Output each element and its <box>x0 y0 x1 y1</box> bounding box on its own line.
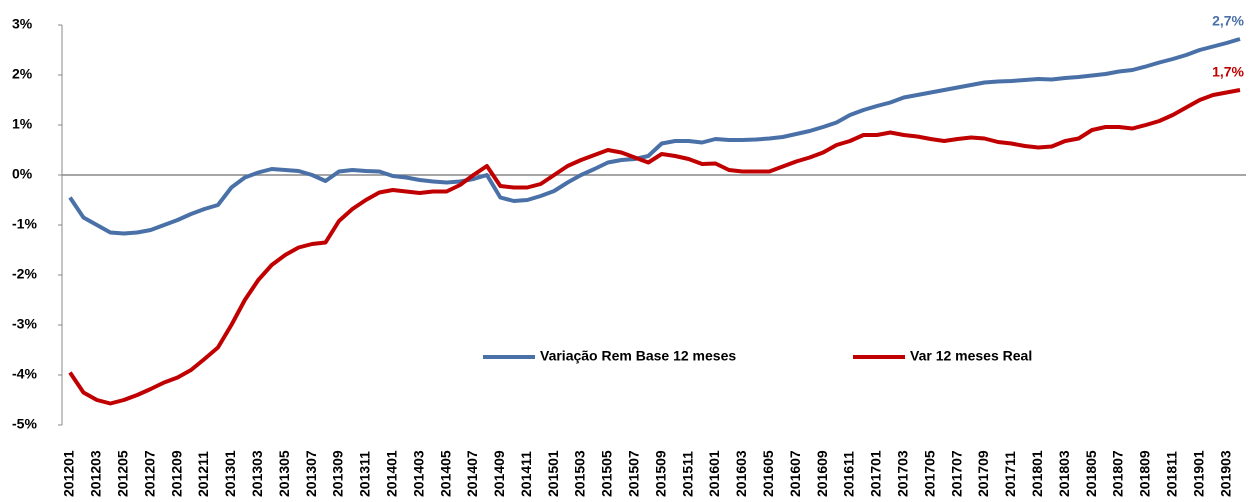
x-tick-label: 201801 <box>1029 450 1045 497</box>
x-tick-label: 201305 <box>276 450 292 497</box>
x-tick-label: 201607 <box>787 450 803 497</box>
data-label: 2,7% <box>1212 13 1244 29</box>
x-tick-label: 201809 <box>1137 450 1153 497</box>
x-tick-label: 201705 <box>921 450 937 497</box>
x-tick-label: 201605 <box>760 450 776 497</box>
x-tick-label: 201601 <box>706 450 722 497</box>
x-tick-label: 201307 <box>303 450 319 497</box>
x-tick-label: 201203 <box>88 450 104 497</box>
x-tick-label: 201205 <box>114 450 130 497</box>
x-tick-label: 201701 <box>868 450 884 497</box>
x-tick-label: 201409 <box>491 450 507 497</box>
y-tick-label: -1% <box>12 216 37 232</box>
x-tick-label: 201407 <box>464 450 480 497</box>
x-tick-label: 201509 <box>652 450 668 497</box>
x-tick-label: 201901 <box>1190 450 1206 497</box>
x-tick-label: 201209 <box>168 450 184 497</box>
y-tick-label: -5% <box>12 416 37 432</box>
y-tick-label: -2% <box>12 266 37 282</box>
y-tick-label: 3% <box>12 16 33 32</box>
y-tick-label: -3% <box>12 316 37 332</box>
x-tick-label: 201807 <box>1110 450 1126 497</box>
x-tick-label: 201211 <box>195 451 211 497</box>
x-tick-label: 201811 <box>1163 451 1179 497</box>
x-tick-label: 201903 <box>1217 450 1233 497</box>
x-tick-label: 201707 <box>948 450 964 497</box>
legend-label: Variação Rem Base 12 meses <box>540 348 736 364</box>
x-tick-label: 201505 <box>599 450 615 497</box>
x-tick-label: 201207 <box>141 450 157 497</box>
x-tick-label: 201401 <box>383 450 399 497</box>
x-tick-label: 201309 <box>330 450 346 497</box>
x-tick-label: 201507 <box>626 450 642 497</box>
x-tick-label: 201303 <box>249 450 265 497</box>
legend-label: Var 12 meses Real <box>910 348 1032 364</box>
y-tick-label: 0% <box>12 166 33 182</box>
x-tick-label: 201511 <box>679 451 695 497</box>
x-tick-label: 201301 <box>222 450 238 497</box>
x-tick-label: 201609 <box>814 450 830 497</box>
x-tick-label: 201709 <box>975 450 991 497</box>
x-tick-label: 201503 <box>572 450 588 497</box>
series-line <box>68 37 1241 236</box>
x-tick-label: 201803 <box>1056 450 1072 497</box>
x-tick-label: 201311 <box>357 451 373 497</box>
x-tick-label: 201201 <box>61 450 77 497</box>
x-tick-label: 201411 <box>518 451 534 497</box>
x-tick-label: 201703 <box>894 450 910 497</box>
y-tick-label: 1% <box>12 116 33 132</box>
x-tick-label: 201603 <box>733 450 749 497</box>
x-tick-label: 201405 <box>437 450 453 497</box>
series-line <box>68 88 1241 406</box>
x-tick-label: 201711 <box>1002 451 1018 497</box>
x-tick-label: 201501 <box>545 450 561 497</box>
x-tick-label: 201611 <box>841 451 857 497</box>
data-label: 1,7% <box>1212 64 1244 80</box>
y-tick-label: -4% <box>12 366 37 382</box>
y-tick-label: 2% <box>12 66 33 82</box>
x-tick-label: 201403 <box>410 450 426 497</box>
x-tick-label: 201805 <box>1083 450 1099 497</box>
